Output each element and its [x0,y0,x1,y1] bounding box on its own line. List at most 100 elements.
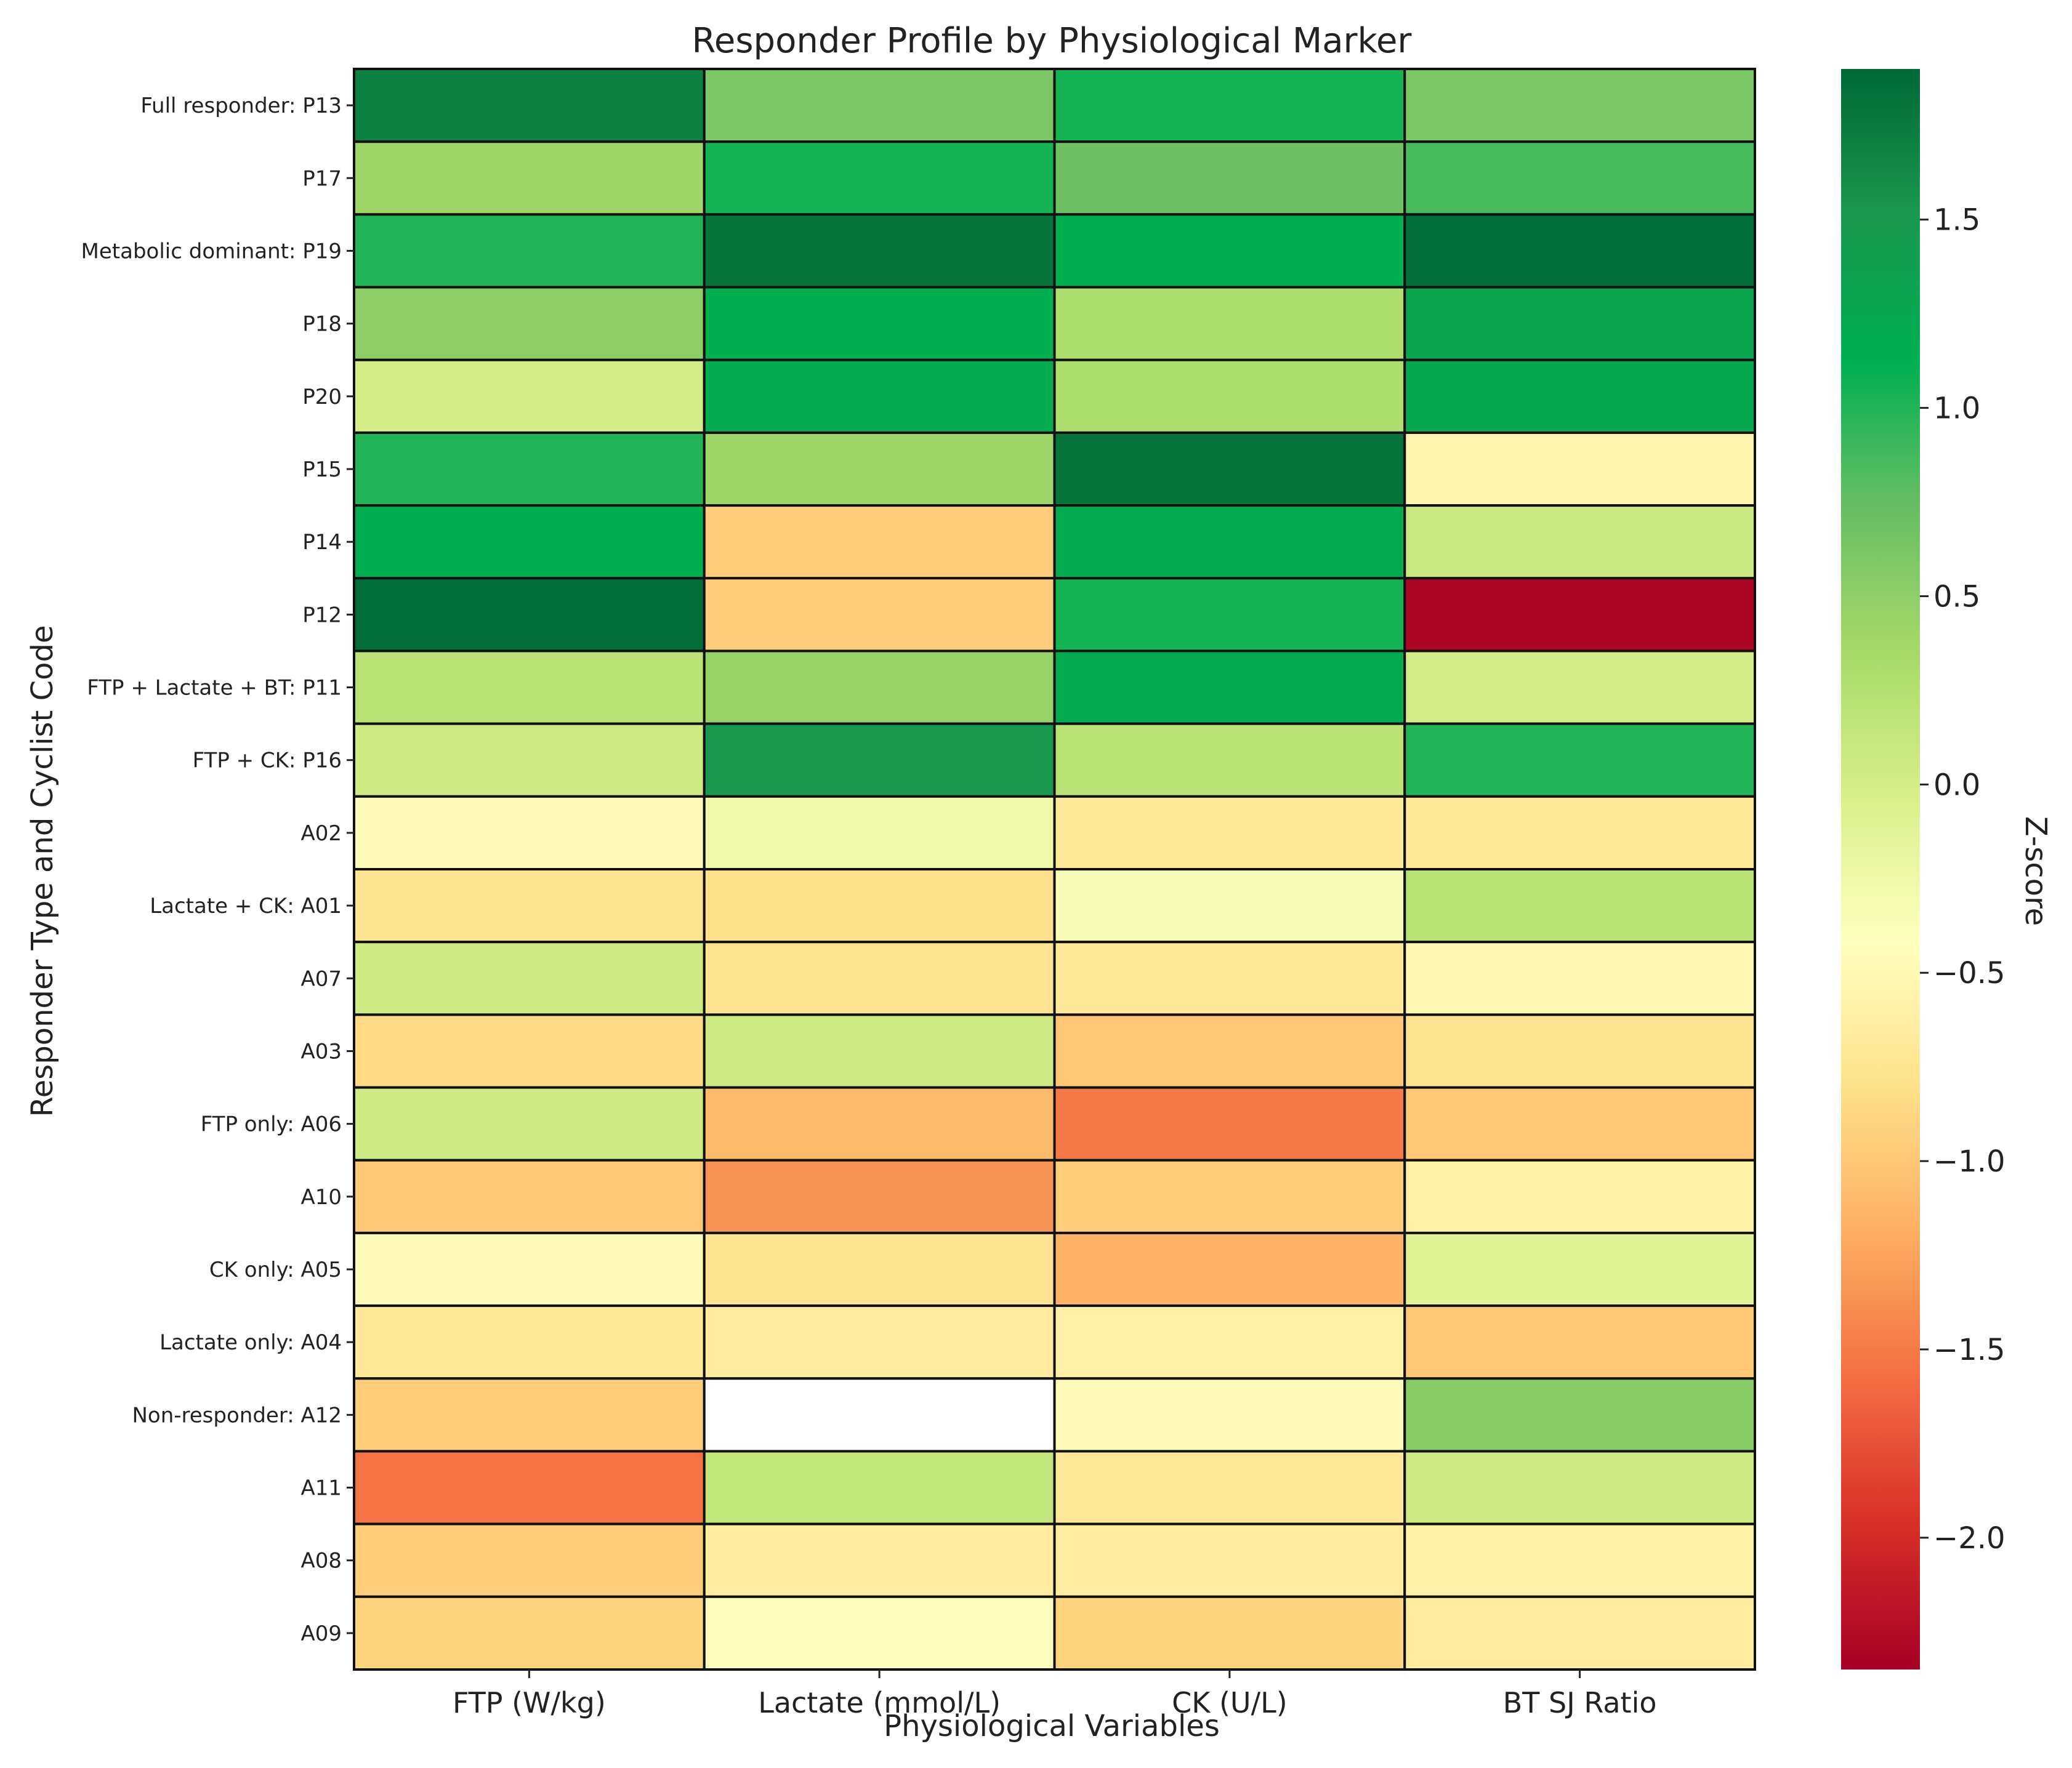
heatmap-cell [1403,504,1756,580]
heatmap-cell [1403,795,1756,871]
heatmap-cell [1403,941,1756,1016]
heatmap-cell [353,358,706,434]
heatmap-cell [703,941,1056,1016]
heatmap-cell [1403,213,1756,289]
y-tick-label: A08 [300,1549,342,1573]
colorbar-tick-label: 1.5 [1933,203,1980,238]
heatmap-cell [703,1377,1056,1453]
y-tick-label: A09 [300,1621,342,1646]
x-tick-label: CK (U/L) [1172,1686,1288,1719]
heatmap-cell [353,649,706,725]
heatmap-cell [703,1086,1056,1162]
heatmap-cell [353,868,706,944]
y-tick-label: FTP + CK: P16 [193,749,342,773]
heatmap-cell [353,1522,706,1598]
heatmap-cell [1403,358,1756,434]
heatmap-cell [1053,868,1406,944]
y-tick-label: A11 [300,1476,342,1501]
y-axis-label: Responder Type and Cyclist Code [25,625,60,1117]
y-tick-label: P18 [302,312,342,337]
heatmap-cell [1053,286,1406,361]
heatmap-cell [1403,1159,1756,1234]
heatmap-cell [353,795,706,871]
heatmap-cell [1403,1377,1756,1453]
heatmap-cell [1053,140,1406,216]
heatmap-cell [703,795,1056,871]
heatmap-cell [1403,1304,1756,1380]
heatmap-cell [703,213,1056,289]
heatmap-cell [353,286,706,361]
heatmap-cell [1053,1159,1406,1234]
heatmap-cell [1053,1231,1406,1308]
y-tick-label: A10 [300,1185,342,1210]
heatmap-cell [703,1159,1056,1234]
heatmap-cell [703,577,1056,653]
heatmap-cell [1053,1595,1406,1671]
heatmap-cell [1053,722,1406,798]
heatmap-cell [1403,868,1756,944]
heatmap-cell [703,1231,1056,1308]
heatmap-cell [703,286,1056,361]
heatmap-cell [1053,431,1406,507]
x-axis-label: Physiological Variables [884,1709,1220,1743]
heatmap-cell [353,504,706,580]
heatmap-cell [353,213,706,289]
y-tick-label: P14 [302,530,342,555]
heatmap-cell [353,68,706,143]
heatmap-cell [1403,286,1756,361]
y-tick-label: FTP + Lactate + BT: P11 [87,676,342,701]
heatmap-cell [1053,1450,1406,1525]
heatmap-cell [1403,722,1756,798]
colorbar-tick-label: −2.0 [1933,1521,2005,1556]
y-tick-label: Non-responder: A12 [132,1403,342,1428]
colorbar-tick-label: 1.0 [1933,392,1980,426]
y-tick-label: A02 [300,821,342,846]
heatmap-cell [703,358,1056,434]
y-tick-label: Full responder: P13 [140,94,342,118]
chart-title: Responder Profile by Physiological Marke… [692,21,1413,61]
x-tick-label: Lactate (mmol/L) [758,1686,1001,1719]
heatmap-cell [353,577,706,653]
heatmap-cell [1403,1086,1756,1162]
colorbar-tick-label: 0.0 [1933,768,1980,802]
heatmap-cell [1053,941,1406,1016]
heatmap-cell [353,1086,706,1162]
colorbar-tick-label: −1.5 [1933,1333,2005,1367]
heatmap-cell [353,1159,706,1234]
heatmap-cell [1053,795,1406,871]
heatmap-cell [1053,1377,1406,1453]
heatmap-cell [703,504,1056,580]
y-tick-label: P20 [302,385,342,409]
y-tick-label: Lactate + CK: A01 [150,894,342,918]
heatmap-cell [353,941,706,1016]
heatmap-cell [703,68,1056,143]
heatmap-cell [353,140,706,216]
colorbar-tick-label: 0.5 [1933,579,1980,614]
heatmap-cell [1053,649,1406,725]
heatmap-cell [703,1595,1056,1671]
heatmap-cell [1053,1013,1406,1089]
heatmap-cell [353,1013,706,1089]
heatmap-cell [703,1013,1056,1089]
heatmap-cell [353,1304,706,1380]
heatmap-cell [1403,649,1756,725]
heatmap-cell [703,140,1056,216]
heatmap-cell [703,649,1056,725]
y-tick-label: Metabolic dominant: P19 [81,239,342,263]
y-tick-label: A07 [300,966,342,991]
heatmap-cell [1403,431,1756,507]
x-tick-label: BT SJ Ratio [1503,1686,1657,1719]
x-axis-ticks: FTP (W/kg) Lactate (mmol/L) CK (U/L) BT SJ … [453,1670,1657,1719]
heatmap-cells [353,68,1756,1671]
y-tick-label: P17 [302,166,342,191]
x-tick-label: FTP (W/kg) [453,1686,606,1719]
heatmap-cell [353,431,706,507]
heatmap-cell [1403,140,1756,216]
colorbar [1841,69,1920,1670]
y-tick-label: P12 [302,603,342,627]
heatmap-cell [1403,68,1756,143]
heatmap-cell [353,1595,706,1671]
heatmap-cell [353,1231,706,1308]
heatmap-cell [1053,68,1406,143]
